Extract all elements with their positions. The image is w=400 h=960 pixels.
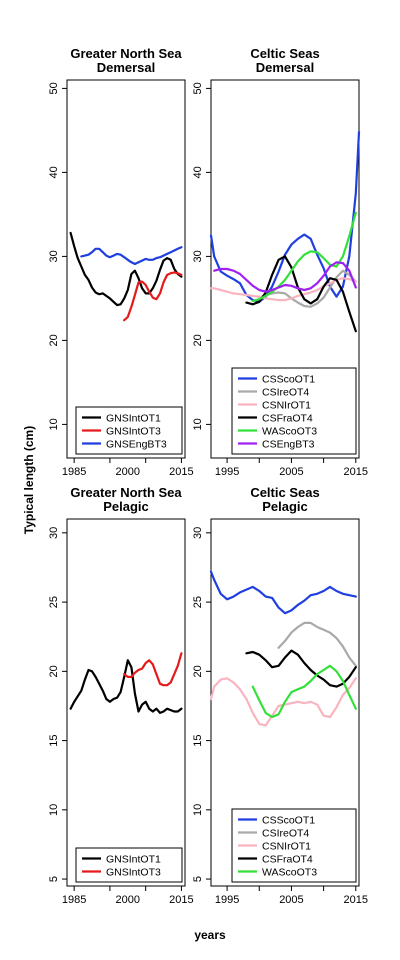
plot-frame [210,518,360,887]
panel-title: Greater North Sea [70,46,182,61]
plot-frame [66,79,186,459]
legend: CSScoOT1CSIreOT4CSNIrOT1CSFraOT4WAScoOT3… [231,367,357,455]
x-tick-label: 2015 [169,466,193,478]
series-line [80,246,183,266]
series-line [209,677,357,727]
legend-label: CSScoOT1 [262,374,315,386]
legend-label: GNSIntOT3 [106,867,161,879]
x-tick-label: 2005 [279,466,303,478]
y-tick-label: 40 [48,166,60,178]
legend-box [231,367,357,455]
x-tick-label: 1995 [215,894,239,906]
y-tick-label: 25 [48,596,60,608]
legend-label: GNSIntOT1 [106,413,161,425]
y-axis-label: Typical length (cm) [22,426,36,534]
legend-label: CSNIrOT1 [262,400,311,412]
legend-label: CSFraOT4 [262,854,313,866]
panel-subtitle: Demersal [97,60,156,75]
legend-label: CSIreOT4 [262,828,309,840]
y-tick-label: 25 [192,596,204,608]
series-line [277,621,357,667]
series-line [258,269,357,308]
panel-subtitle: Pelagic [262,499,308,514]
x-tick-label: 1985 [62,466,86,478]
legend-label: WAScoOT3 [262,867,317,879]
legend-label: GNSIntOT3 [106,426,161,438]
y-tick-label: 10 [192,804,204,816]
plot-frame [210,79,360,459]
series-line [209,277,357,302]
series-line [209,570,357,615]
y-tick-label: 5 [192,876,204,882]
x-tick-label: 2015 [344,466,368,478]
series-line [123,652,183,687]
legend-label: CSScoOT1 [262,815,315,827]
y-tick-label: 20 [192,334,204,346]
x-tick-label: 2005 [279,894,303,906]
panel-subtitle: Demersal [256,60,315,75]
legend-label: CSNIrOT1 [262,841,311,853]
y-tick-label: 30 [48,527,60,539]
y-tick-label: 5 [48,876,60,882]
panel-title: Greater North Sea [70,485,182,500]
y-tick-label: 10 [48,418,60,430]
series-line [213,261,357,293]
y-tick-label: 20 [48,334,60,346]
x-tick-label: 1985 [62,894,86,906]
y-tick-label: 20 [192,665,204,677]
series-line [69,231,183,307]
legend-label: GNSEngBT3 [106,439,167,451]
x-tick-label: 2000 [116,466,140,478]
legend-label: CSIreOT4 [262,387,309,399]
panel-title: Celtic Seas [250,46,319,61]
legend-label: WAScoOT3 [262,426,317,438]
y-tick-label: 20 [48,665,60,677]
y-tick-label: 10 [48,804,60,816]
series-line [245,255,357,333]
series-line [251,664,357,719]
series-line [209,131,361,303]
y-tick-label: 30 [192,527,204,539]
legend-label: CSEngBT3 [262,439,315,451]
panel-subtitle: Pelagic [103,499,149,514]
x-axis-label: years [194,928,226,942]
y-tick-label: 30 [192,250,204,262]
series-line [69,659,183,715]
legend-label: GNSIntOT1 [106,854,161,866]
legend-box [75,847,183,883]
y-tick-label: 15 [192,734,204,746]
plot-frame [66,518,186,887]
y-tick-label: 40 [192,166,204,178]
series-line [245,649,357,688]
y-tick-label: 50 [192,82,204,94]
series-line [123,271,183,322]
y-tick-label: 15 [48,734,60,746]
y-tick-label: 50 [48,82,60,94]
legend-label: CSFraOT4 [262,413,313,425]
x-tick-label: 1995 [215,466,239,478]
y-tick-label: 10 [192,418,204,430]
x-tick-label: 2000 [116,894,140,906]
x-tick-label: 2015 [169,894,193,906]
panel-title: Celtic Seas [250,485,319,500]
x-tick-label: 2015 [344,894,368,906]
y-tick-label: 30 [48,250,60,262]
